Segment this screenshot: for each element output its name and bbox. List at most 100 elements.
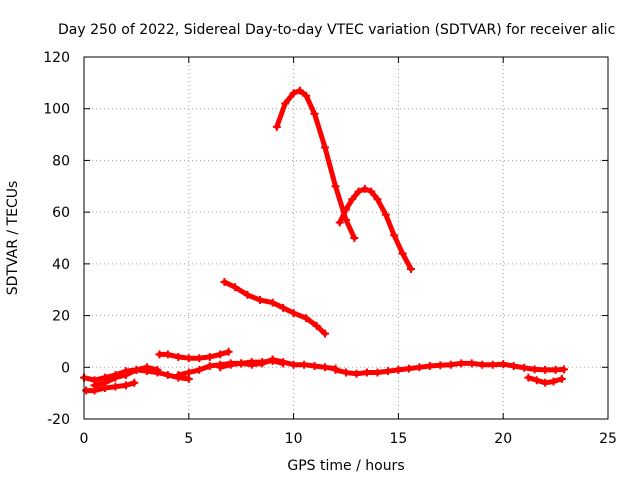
x-tick-label: 20 — [494, 431, 512, 447]
data-point — [398, 249, 407, 258]
data-point — [520, 363, 529, 372]
data-point — [300, 360, 309, 369]
plot-frame — [83, 56, 609, 420]
plot-area — [80, 86, 568, 395]
data-point — [446, 360, 455, 369]
y-tick-label: 20 — [52, 309, 70, 325]
y-tick-label: 60 — [52, 205, 70, 221]
data-point — [289, 89, 298, 98]
data-point — [256, 296, 265, 305]
data-point — [532, 376, 541, 385]
data-point — [289, 360, 298, 369]
data-point — [530, 365, 539, 374]
data-point — [367, 187, 376, 196]
series-arc-11 — [524, 373, 566, 387]
data-point — [310, 361, 319, 370]
data-point — [509, 361, 518, 370]
series-arc-10 — [331, 359, 568, 378]
data-point — [488, 360, 497, 369]
series-arc-4 — [155, 347, 233, 363]
data-point — [467, 359, 476, 368]
data-point — [549, 377, 558, 386]
data-point — [216, 363, 225, 372]
data-point — [312, 321, 321, 330]
data-point — [195, 354, 204, 363]
data-point — [335, 218, 344, 227]
y-axis-title: SDTVAR / TECUs — [5, 181, 21, 296]
data-point — [224, 347, 233, 356]
y-tick-label: -20 — [47, 412, 70, 428]
series-arc-7 — [90, 363, 162, 390]
data-point — [279, 303, 288, 312]
data-point — [331, 365, 340, 374]
data-point — [350, 234, 359, 242]
grid — [84, 57, 608, 419]
data-point — [142, 363, 151, 372]
y-tick-label: 40 — [52, 257, 70, 273]
data-point — [425, 361, 434, 370]
data-point — [268, 298, 277, 307]
data-point — [559, 365, 568, 374]
data-point — [216, 350, 225, 359]
data-point — [348, 195, 357, 204]
data-point — [310, 109, 319, 118]
data-point — [360, 184, 369, 193]
data-point — [331, 182, 340, 191]
data-point — [342, 368, 350, 377]
data-point — [394, 365, 403, 374]
data-point — [541, 365, 550, 374]
series-line — [221, 279, 328, 337]
data-point — [163, 350, 172, 359]
series-arc-9 — [216, 355, 340, 373]
data-point — [82, 386, 91, 395]
data-point — [230, 283, 239, 292]
data-point — [524, 373, 533, 382]
y-tick-label: 100 — [43, 102, 70, 118]
data-point — [243, 290, 252, 299]
x-tick-label: 5 — [184, 431, 193, 447]
y-tick-label: 0 — [61, 360, 70, 376]
data-point — [415, 363, 424, 372]
data-point — [111, 382, 120, 391]
data-point — [302, 91, 311, 100]
data-point — [205, 352, 214, 361]
data-point — [184, 368, 193, 377]
data-point — [541, 378, 550, 387]
y-tick-label: 120 — [43, 50, 70, 66]
data-point — [195, 365, 204, 374]
series-arc-2 — [335, 184, 415, 274]
data-point — [362, 368, 371, 377]
data-point — [163, 371, 172, 380]
y-tick-label: 80 — [52, 153, 70, 169]
data-point — [321, 143, 330, 152]
series-arc-5 — [82, 378, 139, 395]
data-point — [111, 373, 120, 382]
data-point — [184, 354, 193, 363]
data-point — [205, 361, 214, 370]
data-point — [100, 378, 109, 387]
data-point — [436, 361, 445, 370]
series-arc-1 — [272, 86, 359, 242]
data-point — [406, 265, 415, 274]
data-point — [557, 374, 566, 383]
data-point — [551, 365, 560, 374]
data-point — [302, 314, 311, 323]
data-point — [132, 365, 141, 374]
data-point — [153, 365, 162, 374]
data-point — [174, 352, 183, 361]
data-point — [121, 371, 130, 380]
data-point — [279, 358, 288, 367]
data-point — [155, 350, 164, 359]
data-point — [390, 231, 399, 240]
data-point — [373, 368, 382, 377]
data-point — [220, 277, 229, 286]
data-point — [289, 308, 298, 317]
data-point — [272, 122, 281, 131]
series-line — [274, 88, 357, 241]
data-point — [247, 360, 256, 369]
data-point — [268, 355, 277, 364]
data-point — [321, 363, 330, 372]
x-tick-label: 15 — [389, 431, 407, 447]
chart-title: Day 250 of 2022, Sidereal Day-to-day VTE… — [58, 22, 615, 38]
